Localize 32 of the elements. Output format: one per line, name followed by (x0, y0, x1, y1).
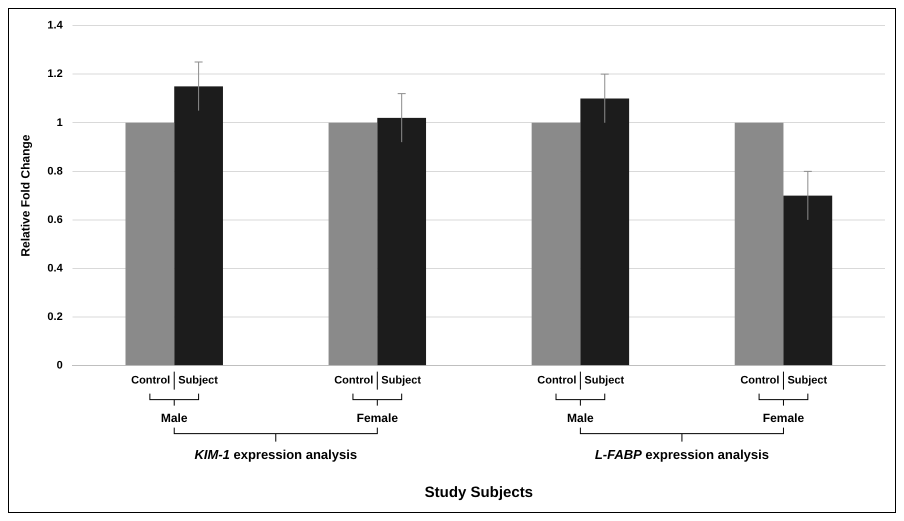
y-axis-title: Relative Fold Change (18, 134, 33, 257)
bar (532, 122, 580, 366)
x-tick-label: Female (762, 411, 804, 426)
text: KIM-1 expression analysis (194, 447, 358, 462)
y-tick-label: 0.8 (47, 165, 63, 178)
y-tick-label: 1.4 (47, 20, 64, 32)
x-axis-title: Study Subjects (424, 484, 534, 502)
y-tick-label: 0.4 (47, 262, 64, 274)
bar (580, 98, 630, 366)
bar (377, 118, 426, 366)
series-label: Subject (178, 374, 218, 387)
bar (734, 122, 784, 366)
text: Control (740, 374, 780, 387)
bar (328, 122, 378, 366)
y-tick-label: 0.6 (47, 214, 63, 226)
y-tick-label: 0.2 (47, 311, 63, 324)
text: Subject (584, 374, 624, 387)
series-label: Control (131, 374, 170, 387)
text: Control (334, 374, 374, 387)
text: Subject (381, 374, 422, 387)
text: Subject (787, 374, 828, 387)
bar (125, 122, 174, 366)
bar (783, 196, 832, 366)
x-tick-label: Male (567, 411, 594, 426)
text: L-FABP expression analysis (594, 447, 769, 462)
text: Control (537, 374, 576, 387)
y-tick-label: 1.2 (47, 68, 63, 80)
y-tick-label: 0 (56, 360, 63, 372)
x-tick-label: Female (356, 411, 398, 426)
y-tick-label: 1 (56, 116, 63, 129)
bar (174, 86, 223, 366)
x-tick-label: Male (160, 411, 188, 426)
